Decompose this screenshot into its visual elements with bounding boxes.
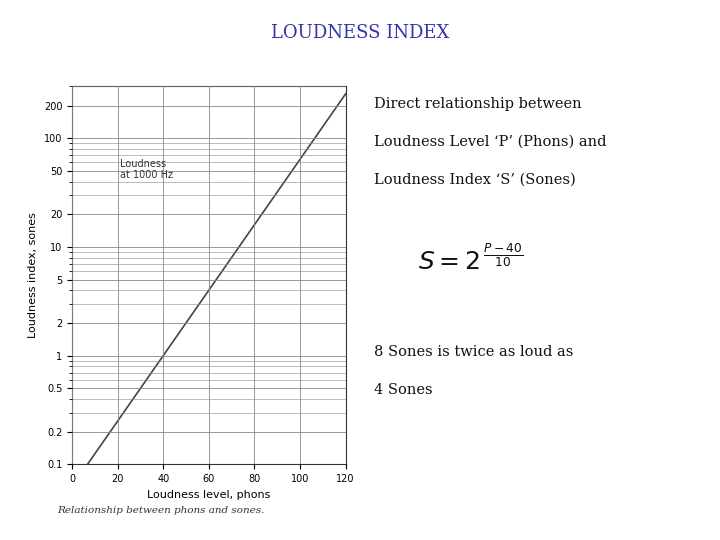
Text: Relationship between phons and sones.: Relationship between phons and sones. xyxy=(58,506,265,515)
Text: Loudness Level ‘P’ (Phons) and: Loudness Level ‘P’ (Phons) and xyxy=(374,135,607,149)
Text: LOUDNESS INDEX: LOUDNESS INDEX xyxy=(271,24,449,42)
Text: 4 Sones: 4 Sones xyxy=(374,383,433,397)
Text: $S = 2^{\,\frac{P-40}{10}}$: $S = 2^{\,\frac{P-40}{10}}$ xyxy=(418,245,523,275)
Text: Loudness Index ‘S’ (Sones): Loudness Index ‘S’ (Sones) xyxy=(374,173,576,187)
X-axis label: Loudness level, phons: Loudness level, phons xyxy=(147,490,271,500)
Text: Direct relationship between: Direct relationship between xyxy=(374,97,582,111)
Y-axis label: Loudness index, sones: Loudness index, sones xyxy=(28,212,38,339)
Text: 8 Sones is twice as loud as: 8 Sones is twice as loud as xyxy=(374,346,574,360)
Text: Loudness
at 1000 Hz: Loudness at 1000 Hz xyxy=(120,159,173,180)
